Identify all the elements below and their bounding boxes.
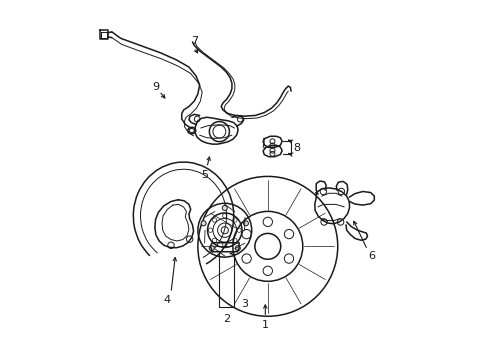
Text: 6: 6 <box>367 251 374 261</box>
Text: 1: 1 <box>261 320 268 329</box>
Text: 8: 8 <box>292 143 300 153</box>
Text: 5: 5 <box>201 170 208 180</box>
Circle shape <box>235 246 240 251</box>
Circle shape <box>243 221 248 226</box>
Text: 2: 2 <box>223 314 230 324</box>
Circle shape <box>222 206 227 211</box>
Text: 9: 9 <box>152 82 159 92</box>
Circle shape <box>209 246 214 251</box>
Text: 3: 3 <box>241 299 247 309</box>
Text: 7: 7 <box>190 36 198 46</box>
Circle shape <box>201 221 206 226</box>
Text: 4: 4 <box>163 295 171 305</box>
